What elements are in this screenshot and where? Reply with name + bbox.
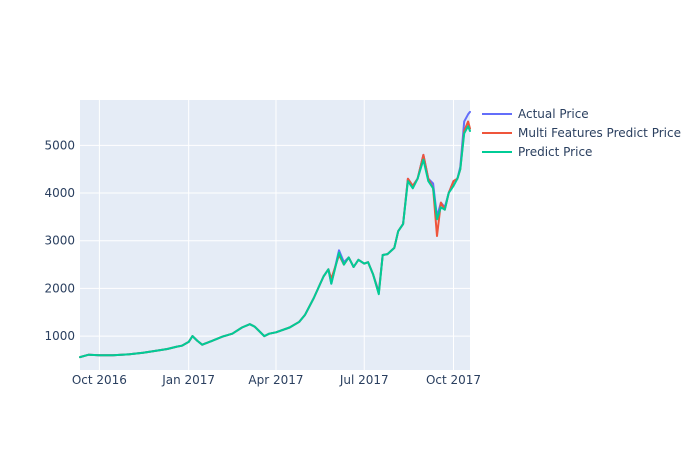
legend-item-predict-price[interactable]: Predict Price: [482, 145, 592, 159]
series-lines: [79, 110, 471, 359]
plot-background: [80, 100, 470, 370]
legend-label: Multi Features Predict Price: [518, 126, 681, 140]
y-tick-label: 3000: [44, 234, 75, 248]
x-axis-ticks: Oct 2016 Jan 2017 Apr 2017 Jul 2017 Oct 2017: [72, 373, 481, 387]
y-axis-ticks: 1000 2000 3000 4000 5000: [44, 138, 75, 343]
y-tick-label: 4000: [44, 186, 75, 200]
legend[interactable]: Actual Price Multi Features Predict Price…: [482, 107, 681, 159]
legend-item-actual-price[interactable]: Actual Price: [482, 107, 589, 121]
y-tick-label: 5000: [44, 138, 75, 152]
x-tick-label: Jul 2017: [339, 373, 389, 387]
x-tick-label: Oct 2017: [426, 373, 481, 387]
y-tick-label: 2000: [44, 281, 75, 295]
legend-item-multi-features-predict-price[interactable]: Multi Features Predict Price: [482, 126, 681, 140]
grid-lines: [80, 100, 470, 370]
x-tick-label: Oct 2016: [72, 373, 127, 387]
series-line-predict-price: [79, 125, 471, 359]
y-tick-label: 1000: [44, 329, 75, 343]
x-tick-label: Apr 2017: [248, 373, 303, 387]
legend-label: Predict Price: [518, 145, 592, 159]
legend-label: Actual Price: [518, 107, 589, 121]
x-tick-label: Jan 2017: [161, 373, 215, 387]
